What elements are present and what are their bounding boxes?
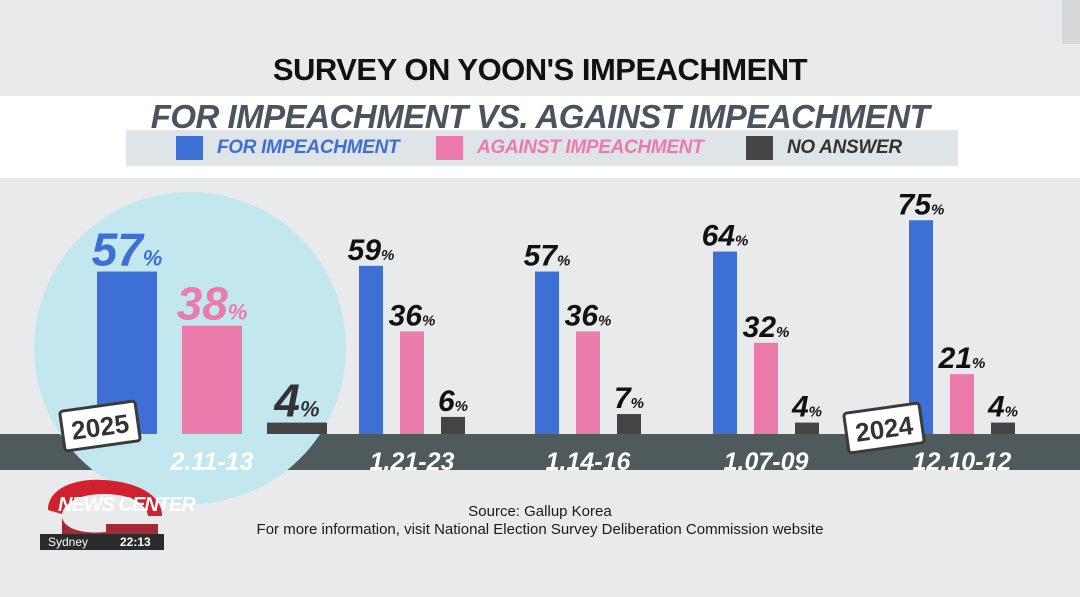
year-badge-frame bbox=[58, 399, 142, 453]
bar-no-answer-4 bbox=[795, 422, 819, 434]
category-label: 1.07-09 bbox=[724, 448, 809, 476]
bar-against-2 bbox=[400, 331, 424, 434]
value-label: 4% bbox=[791, 391, 822, 424]
news-center-logo bbox=[48, 479, 162, 534]
legend-item-no-answer: NO ANSWER bbox=[746, 136, 902, 160]
bar-no-answer-5 bbox=[991, 422, 1015, 434]
brand-name: NEWS CENTER bbox=[58, 494, 196, 516]
bar-for-5 bbox=[909, 220, 933, 434]
bar-for-4 bbox=[713, 251, 737, 434]
value-label: 38% bbox=[177, 278, 248, 330]
bar-against-5 bbox=[950, 374, 974, 434]
year-badge-frame bbox=[842, 401, 926, 455]
legend: FOR IMPEACHMENT AGAINST IMPEACHMENT NO A… bbox=[126, 130, 958, 166]
value-label: 21% bbox=[938, 342, 986, 375]
value-label: 6% bbox=[438, 385, 468, 418]
bar-no-answer-1 bbox=[267, 422, 327, 434]
category-label: 1.14-16 bbox=[546, 448, 632, 476]
legend-label-against: AGAINST IMPEACHMENT bbox=[477, 137, 704, 158]
chart-subtitle: FOR IMPEACHMENT VS. AGAINST IMPEACHMENT bbox=[150, 98, 930, 135]
value-label: 75% bbox=[898, 188, 945, 221]
bar-for-2 bbox=[359, 265, 383, 434]
value-label: 7% bbox=[614, 382, 644, 415]
bar-against-1 bbox=[182, 325, 242, 434]
legend-item-against: AGAINST IMPEACHMENT bbox=[436, 136, 704, 160]
value-label: 57% bbox=[92, 224, 163, 276]
brand-strip: Sydney 22:13 bbox=[40, 534, 164, 550]
legend-label-for: FOR IMPEACHMENT bbox=[217, 137, 400, 158]
year-badge: 2024 bbox=[842, 401, 926, 455]
footer-source: Source: Gallup Korea bbox=[468, 503, 612, 520]
value-label: 32% bbox=[743, 311, 790, 344]
legend-label-no-answer: NO ANSWER bbox=[787, 137, 902, 158]
value-label: 36% bbox=[389, 299, 436, 332]
value-label: 36% bbox=[565, 299, 612, 332]
year-badge: 2025 bbox=[58, 399, 142, 453]
bar-no-answer-3 bbox=[617, 414, 641, 434]
category-label: 1.21-23 bbox=[370, 448, 455, 476]
corner-scroll-tab bbox=[1062, 0, 1080, 44]
category-label: 12.10-12 bbox=[913, 448, 1012, 476]
value-label: 57% bbox=[524, 240, 571, 273]
legend-swatch-no-answer bbox=[746, 136, 773, 160]
chart-title: SURVEY ON YOON'S IMPEACHMENT bbox=[272, 52, 808, 87]
brand-city: Sydney bbox=[48, 535, 89, 549]
legend-swatch-against bbox=[436, 136, 463, 160]
value-label: 59% bbox=[348, 234, 395, 267]
legend-swatch-for bbox=[176, 136, 203, 160]
legend-item-for: FOR IMPEACHMENT bbox=[176, 136, 400, 160]
brand-time: 22:13 bbox=[120, 535, 151, 549]
footer-info: For more information, visit National Ele… bbox=[256, 521, 824, 538]
bar-no-answer-2 bbox=[441, 416, 465, 434]
bar-against-3 bbox=[576, 331, 600, 434]
value-label: 4% bbox=[273, 375, 319, 427]
bar-for-3 bbox=[535, 271, 559, 434]
bar-against-4 bbox=[754, 342, 778, 434]
value-label: 4% bbox=[987, 391, 1018, 424]
category-label: 2.11-13 bbox=[170, 448, 254, 476]
value-label: 64% bbox=[702, 220, 749, 253]
